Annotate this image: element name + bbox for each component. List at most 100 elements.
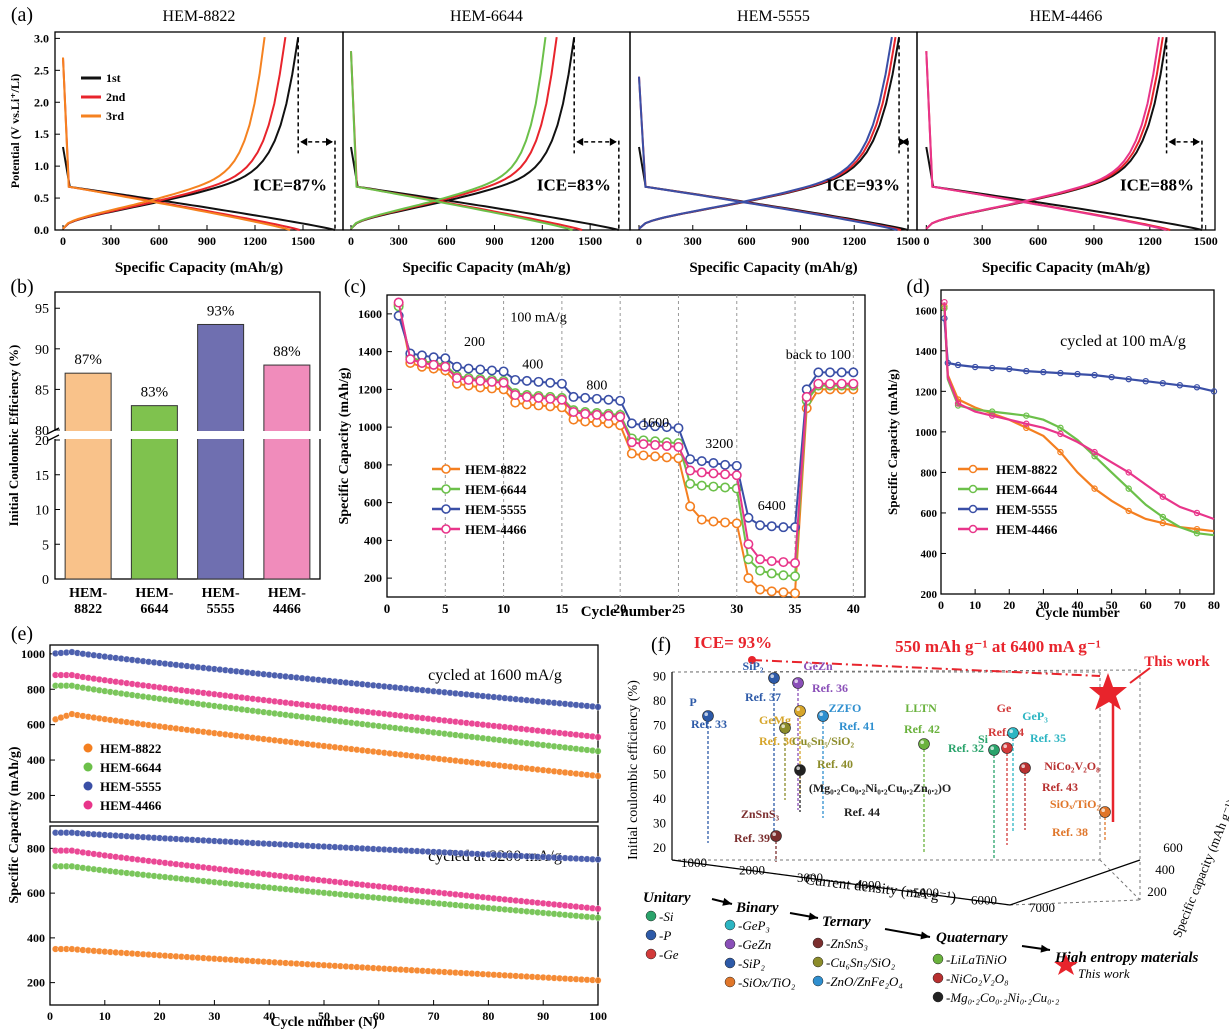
- a-xlabel: Specific Capacity (mAh/g): [115, 260, 283, 276]
- d-point: [1091, 448, 1098, 456]
- c-point: [650, 421, 661, 432]
- d-point: [1023, 412, 1030, 419]
- b-value-label: 87%: [74, 352, 102, 368]
- a-ice-arrowhead: [609, 137, 617, 146]
- a-xtick: 300: [973, 234, 991, 248]
- e-legend-label: HEM-6644: [100, 760, 162, 775]
- d-ytick: 800: [921, 467, 938, 479]
- f-point-ref: Ref. 36: [759, 734, 795, 748]
- c-point: [755, 520, 766, 531]
- f-legend-item: -LiLaTiNiO: [946, 952, 1007, 967]
- e-legend-marker: [83, 781, 93, 791]
- e-point: [594, 703, 602, 711]
- a-ytick: 3.0: [34, 31, 49, 45]
- c-point: [416, 357, 427, 368]
- f-point-ref: Ref. 38: [1052, 825, 1088, 839]
- a-ice-arrowhead: [1168, 137, 1176, 146]
- b-xtick: HEM-: [69, 586, 107, 601]
- c-point: [778, 522, 789, 533]
- a-charge-curve: [638, 36, 897, 230]
- a-charge-curve: [925, 36, 1161, 230]
- a-xtick: 1200: [1138, 234, 1162, 248]
- f-point-ref: Ref. 44: [844, 805, 880, 819]
- e-ylabel: Specific Capacity (mAh/g): [7, 746, 22, 903]
- e-point: [594, 856, 602, 864]
- c-point: [510, 374, 521, 385]
- c-point: [696, 467, 707, 478]
- f-category-title: Binary: [735, 900, 779, 916]
- d-point: [1142, 378, 1149, 385]
- a-charge-curve: [925, 36, 1168, 230]
- c-point: [720, 517, 731, 528]
- f-point-name: Ge: [997, 701, 1012, 715]
- f-point-shine: [781, 724, 785, 728]
- d-xlabel: Cycle number: [1035, 606, 1119, 621]
- d-ytick: 1200: [915, 386, 938, 398]
- d-ylabel: Specific Capacity (mAh/g): [885, 369, 900, 515]
- c-xtick: 40: [847, 601, 860, 616]
- a-xtick: 1500: [1194, 234, 1218, 248]
- d-xtick: 0: [938, 598, 944, 612]
- c-point: [766, 568, 777, 579]
- d-point: [1023, 424, 1030, 432]
- f-point-name: GeP₃: [1022, 709, 1048, 723]
- a-xtick: 1200: [842, 234, 866, 248]
- f-point-ref: Ref. 37: [745, 690, 781, 704]
- c-point: [626, 418, 637, 429]
- d-point: [1057, 424, 1064, 432]
- f-point-name: P: [689, 695, 696, 709]
- a-charge-curve: [62, 36, 287, 230]
- c-point: [451, 361, 462, 372]
- c-xtick: 10: [497, 601, 510, 616]
- f-point: [1019, 762, 1031, 774]
- a-ytick: 2.5: [34, 63, 49, 77]
- d-annotation: cycled at 100 mA/g: [1060, 333, 1186, 350]
- d-point: [954, 400, 962, 407]
- a-discharge-curve: [638, 76, 898, 231]
- d-series-line: [943, 308, 1215, 537]
- f-point: [792, 677, 804, 689]
- c-ytick: 200: [364, 571, 382, 585]
- f-point-name: Cu₆Sn₅/SiO₂: [792, 734, 855, 748]
- a-ice-label: ICE=83%: [537, 175, 611, 194]
- f-point-ref: Ref. 35: [1030, 731, 1066, 745]
- panel-label-a: (a): [11, 4, 33, 26]
- c-point: [428, 359, 439, 370]
- d-point: [1210, 388, 1218, 395]
- c-point: [720, 459, 731, 470]
- f-point-shine: [704, 712, 708, 716]
- f-point: [794, 705, 806, 717]
- e-ytick: 800: [27, 841, 45, 855]
- a-xtick: 900: [485, 234, 503, 248]
- c-point: [545, 377, 556, 388]
- f-box-edge: [1099, 859, 1141, 901]
- d-legend-marker: [968, 524, 978, 534]
- a-xtick: 600: [150, 234, 168, 248]
- a-ice-arrowhead: [326, 137, 333, 146]
- c-point: [650, 451, 661, 462]
- f-legend-marker: [812, 956, 824, 968]
- f-point-shine: [794, 679, 798, 683]
- c-xtick: 0: [384, 601, 391, 616]
- c-point: [766, 556, 777, 567]
- e-xtick: 50: [318, 1009, 330, 1023]
- f-legend-item: -ZnSnS₃: [826, 936, 868, 951]
- f-category-title: Unitary: [643, 890, 691, 906]
- c-ytick: 600: [364, 496, 382, 510]
- d-point: [1040, 368, 1047, 376]
- f-xtick: 2000: [739, 863, 765, 878]
- c-point: [743, 573, 754, 584]
- c-point: [626, 437, 637, 448]
- f-legend-item: This work: [1078, 966, 1130, 981]
- a-xtick: 1200: [530, 234, 554, 248]
- c-point: [615, 411, 626, 422]
- f-legend-marker: [645, 929, 657, 941]
- d-legend-label: HEM-4466: [996, 522, 1058, 537]
- f-legend-item: -P: [659, 928, 671, 943]
- b-axis-break: [49, 431, 321, 439]
- c-point: [440, 353, 451, 364]
- f-ytick: 200: [1147, 884, 1167, 899]
- c-rate-label: 1600: [641, 416, 669, 431]
- c-point: [708, 468, 719, 479]
- d-point: [1125, 375, 1132, 383]
